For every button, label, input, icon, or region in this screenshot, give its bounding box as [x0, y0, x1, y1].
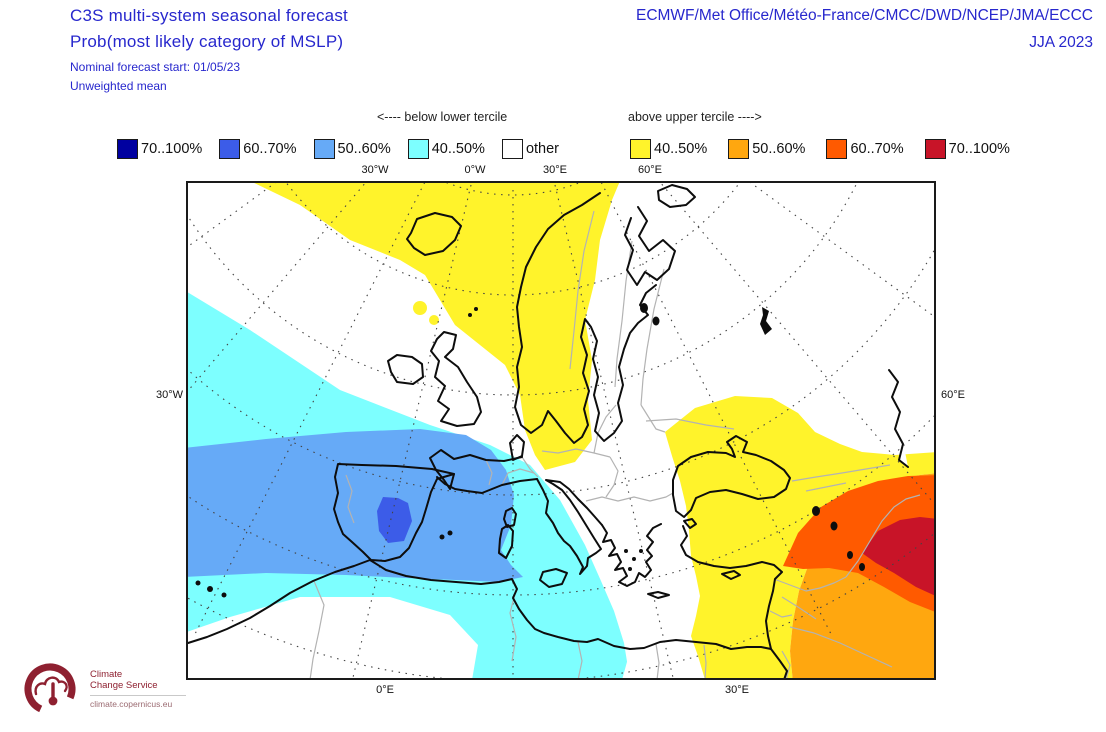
legend-swatch — [728, 139, 750, 159]
climate-change-service-icon — [24, 663, 76, 715]
legend-swatch — [501, 139, 523, 159]
legend-label: 60..70% — [850, 141, 904, 157]
coast-scandinavia — [514, 192, 657, 444]
model-list-label: ECMWF/Met Office/Météo-France/CMCC/DWD/N… — [635, 7, 1093, 24]
legend-item-50-60-: 50..60% — [728, 139, 805, 159]
axis-label-bottom-30e: 30°E — [725, 684, 749, 696]
coast-italy — [536, 478, 603, 575]
below-tercile-header: <---- below lower tercile — [377, 110, 508, 124]
axis-label-top-30e: 30°E — [543, 164, 567, 176]
coast-caspian — [888, 369, 909, 468]
coast-iberia — [333, 463, 455, 562]
axis-label-right-60e: 60°E — [941, 389, 965, 401]
coast-iceland — [406, 212, 462, 256]
legend-swatch — [924, 139, 946, 159]
legend-swatch — [826, 139, 848, 159]
copernicus-logo: Climate Change Service climate.copernicu… — [20, 658, 220, 720]
legend-item-70-100-: 70..100% — [924, 139, 1010, 159]
season-label: JJA 2023 — [1029, 34, 1093, 51]
logo-divider — [90, 695, 186, 696]
legend-swatch — [407, 139, 429, 159]
legend-swatch — [630, 139, 651, 159]
region-below-50-60 — [184, 429, 523, 582]
legend-item-40-50-: 40..50% — [630, 139, 707, 159]
region-other-libya — [622, 631, 704, 680]
coast-cyprus — [721, 570, 741, 580]
legend-swatch — [117, 139, 138, 159]
region-above-40-50-spot1 — [413, 301, 427, 315]
axis-label-top-30w: 30°W — [361, 164, 389, 176]
map-svg — [0, 0, 1106, 710]
logo-line2: Change Service — [90, 680, 158, 691]
axis-label-top-60e: 60°E — [638, 164, 662, 176]
legend-item-60-70-: 60..70% — [219, 139, 297, 159]
coast-nw-europe — [429, 449, 523, 490]
coast-ireland — [387, 354, 424, 385]
legend-label: 70..100% — [141, 141, 203, 157]
coast-morocco-atlantic — [187, 559, 371, 644]
coast-turkey-levant-africa — [369, 525, 783, 650]
coast-med-france — [436, 476, 538, 494]
legend-item-50-60-: 50..60% — [313, 139, 391, 159]
coast-great-britain — [430, 331, 482, 427]
legend-swatch — [219, 139, 241, 159]
coast-greece — [601, 523, 662, 587]
legend-label: 70..100% — [948, 141, 1010, 157]
legend-label: other — [525, 141, 559, 157]
region-above-40-50-spot2 — [429, 315, 439, 325]
coast-crete — [647, 591, 670, 599]
coast-denmark — [509, 434, 525, 461]
weighting-label: Unweighted mean — [70, 79, 167, 93]
forecast-map — [0, 0, 1106, 710]
coast-corsica — [503, 507, 517, 528]
legend-item-other: other — [501, 139, 559, 159]
legend-label: 40..50% — [654, 141, 708, 157]
page-title-line1: C3S multi-system seasonal forecast — [70, 6, 348, 25]
coast-white-sea — [624, 206, 676, 286]
axis-label-left-30w: 30°W — [155, 389, 183, 401]
region-above-40-50-north — [250, 181, 620, 470]
coast-arctic-island — [657, 184, 696, 208]
legend-below-group: 70..100% 60..70% 50..60% 40..50% other — [117, 139, 559, 159]
region-other-morocco — [184, 597, 478, 680]
coast-red-sea — [770, 648, 788, 681]
region-below-60-70 — [377, 497, 412, 543]
legend-label: 50..60% — [337, 141, 391, 157]
legend-swatch — [313, 139, 335, 159]
probability-regions — [184, 181, 938, 683]
legend-item-60-70-: 60..70% — [826, 139, 904, 159]
axis-label-top-0w: 0°W — [464, 164, 486, 176]
islands-lakes — [195, 303, 865, 598]
legend-label: 40..50% — [431, 141, 485, 157]
logo-url: climate.copernicus.eu — [90, 699, 173, 709]
forecast-start-label: Nominal forecast start: 01/05/23 — [70, 60, 241, 74]
legend-item-70-100-: 70..100% — [117, 139, 202, 159]
legend-label: 60..70% — [243, 141, 297, 157]
map-frame — [186, 181, 936, 680]
legend-label: 50..60% — [752, 141, 806, 157]
logo-line1: Climate — [90, 669, 123, 680]
above-tercile-header: above upper tercile ----> — [628, 110, 762, 124]
coastlines — [187, 184, 909, 681]
legend-item-40-50-: 40..50% — [407, 139, 485, 159]
legend-above-group: 40..50% 50..60% 60..70% 70..100% — [630, 139, 1010, 159]
axis-label-bottom-0e: 0°E — [376, 684, 394, 696]
region-above-70-100 — [862, 517, 938, 597]
coast-marmara — [683, 518, 697, 529]
page-title-line2: Prob(most likely category of MSLP) — [70, 32, 344, 51]
coast-sicily — [539, 568, 568, 588]
region-above-60-70 — [783, 475, 938, 613]
coast-black-sea — [672, 435, 791, 518]
